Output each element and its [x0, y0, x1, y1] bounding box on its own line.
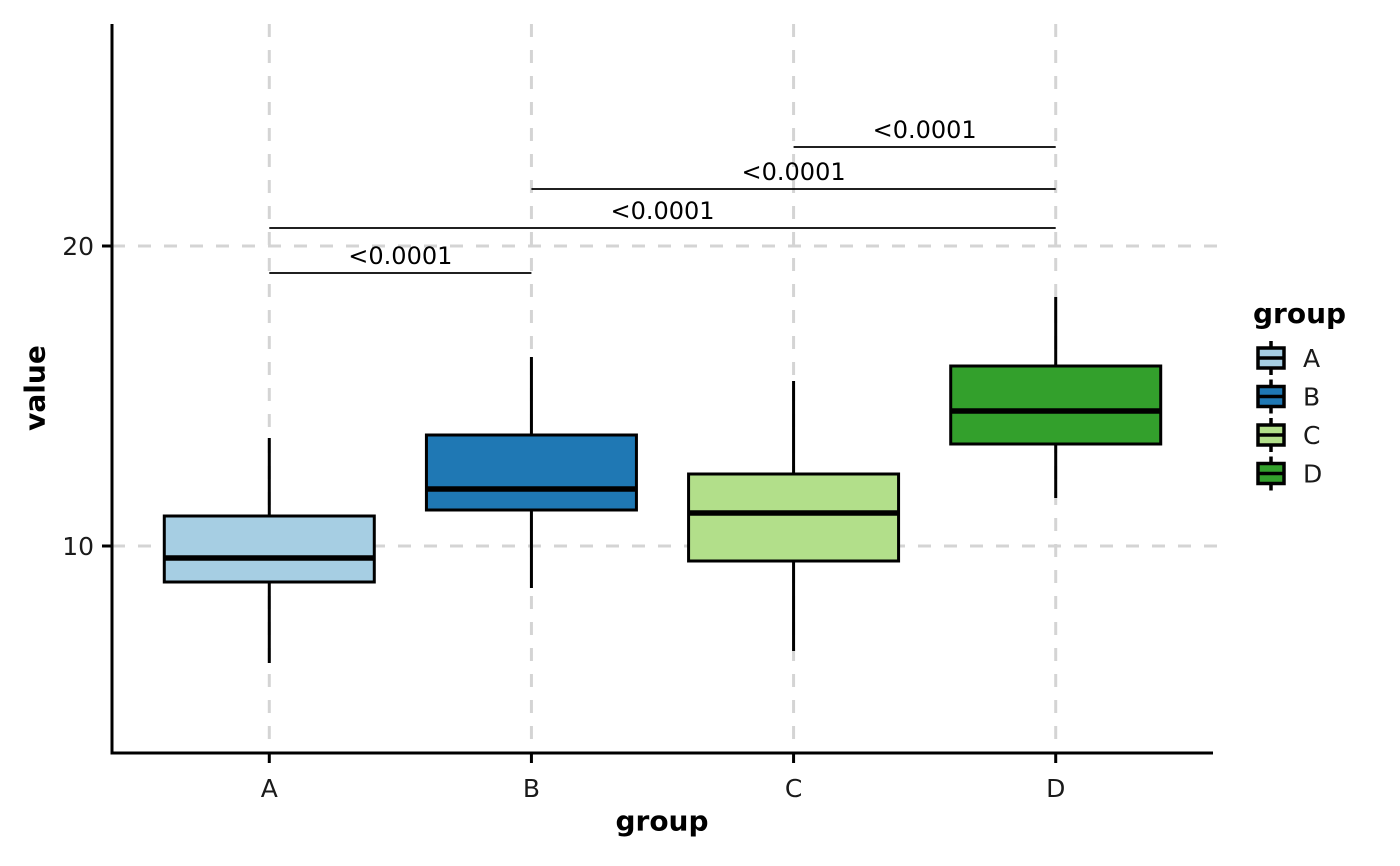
- signif-label-A-B: <0.0001: [348, 242, 452, 270]
- y-axis-title: value: [18, 345, 52, 431]
- legend-entry-B: B: [1256, 379, 1320, 414]
- legend-label-A: A: [1303, 344, 1320, 373]
- legend-label-D: D: [1303, 460, 1322, 489]
- signif-label-B-D: <0.0001: [742, 158, 846, 186]
- signif-label-A-D: <0.0001: [610, 197, 714, 225]
- box-C: [687, 472, 901, 563]
- x-tick-label-D: D: [1046, 774, 1065, 803]
- box-A: [162, 514, 376, 584]
- legend-label-C: C: [1303, 421, 1320, 450]
- legend-label-B: B: [1303, 383, 1320, 412]
- x-tick-label-C: C: [785, 774, 802, 803]
- x-axis-title: group: [615, 804, 709, 838]
- y-tick-label-20: 20: [62, 232, 94, 261]
- x-tick-label-A: A: [261, 774, 278, 803]
- legend-title: group: [1253, 297, 1347, 330]
- x-tick-label-B: B: [523, 774, 540, 803]
- signif-label-C-D: <0.0001: [873, 116, 977, 144]
- legend-entry-C: C: [1256, 418, 1320, 452]
- legend-entry-A: A: [1256, 341, 1320, 375]
- box-D: [949, 364, 1163, 446]
- box-B: [424, 433, 638, 512]
- legend-entry-D: D: [1256, 456, 1322, 491]
- y-tick-label-10: 10: [62, 532, 94, 561]
